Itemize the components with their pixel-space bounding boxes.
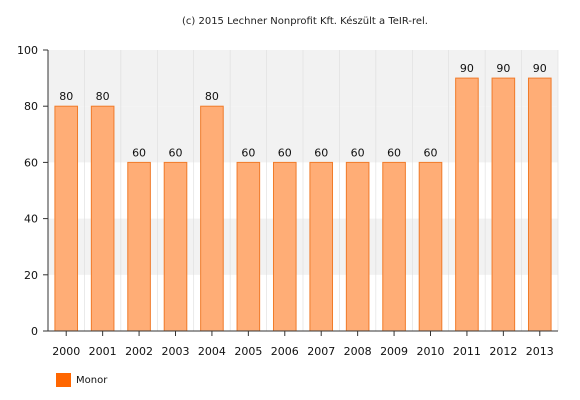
credit-text: (c) 2015 Lechner Nonprofit Kft. Készült … — [182, 15, 428, 27]
bar-2000 — [54, 105, 79, 332]
bar-2013 — [527, 77, 552, 332]
data-label-2006: 60 — [278, 146, 292, 159]
y-tick-label: 60 — [24, 156, 38, 169]
bar-2012 — [491, 77, 516, 332]
data-label-2010: 60 — [424, 146, 438, 159]
bar-2006 — [272, 161, 297, 332]
bar-2002 — [127, 161, 151, 332]
x-tick-label-2000: 2000 — [52, 345, 80, 358]
bar-2010 — [418, 161, 443, 332]
y-tick-label: 20 — [24, 269, 38, 282]
x-tick-label-2007: 2007 — [307, 345, 335, 358]
data-label-2011: 90 — [460, 62, 474, 75]
x-tick-label-2009: 2009 — [380, 345, 408, 358]
bar-2005 — [236, 161, 261, 332]
data-label-2003: 60 — [169, 146, 183, 159]
x-tick-label-2013: 2013 — [526, 345, 554, 358]
x-tick-label-2004: 2004 — [198, 345, 226, 358]
x-tick-label-2010: 2010 — [417, 345, 445, 358]
legend-swatch — [56, 373, 71, 387]
data-label-2007: 60 — [314, 146, 328, 159]
data-label-2001: 80 — [96, 90, 110, 103]
data-label-2005: 60 — [241, 146, 255, 159]
data-label-2012: 90 — [496, 62, 510, 75]
data-label-2009: 60 — [387, 146, 401, 159]
data-label-2000: 80 — [59, 90, 73, 103]
x-tick-label-2011: 2011 — [453, 345, 481, 358]
bar-2001 — [90, 105, 115, 332]
legend-label: Monor — [76, 375, 108, 386]
bar-2003 — [163, 161, 188, 332]
data-label-2002: 60 — [132, 146, 146, 159]
x-tick-label-2008: 2008 — [344, 345, 372, 358]
x-tick-label-2012: 2012 — [489, 345, 517, 358]
x-tick-label-2003: 2003 — [162, 345, 190, 358]
x-tick-label-2002: 2002 — [125, 345, 153, 358]
y-tick-label: 0 — [31, 325, 38, 338]
bar-2011 — [455, 77, 479, 332]
data-label-2008: 60 — [351, 146, 365, 159]
data-label-2004: 80 — [205, 90, 219, 103]
bar-2007 — [309, 161, 334, 332]
x-tick-label-2001: 2001 — [89, 345, 117, 358]
bar-2004 — [200, 105, 224, 332]
bar-2009 — [382, 161, 406, 332]
y-tick-label: 80 — [24, 100, 38, 113]
bar-2008 — [345, 161, 370, 332]
x-tick-label-2006: 2006 — [271, 345, 299, 358]
data-label-2013: 90 — [533, 62, 547, 75]
y-tick-label: 40 — [24, 213, 38, 226]
y-tick-label: 100 — [17, 44, 38, 57]
x-tick-label-2005: 2005 — [234, 345, 262, 358]
